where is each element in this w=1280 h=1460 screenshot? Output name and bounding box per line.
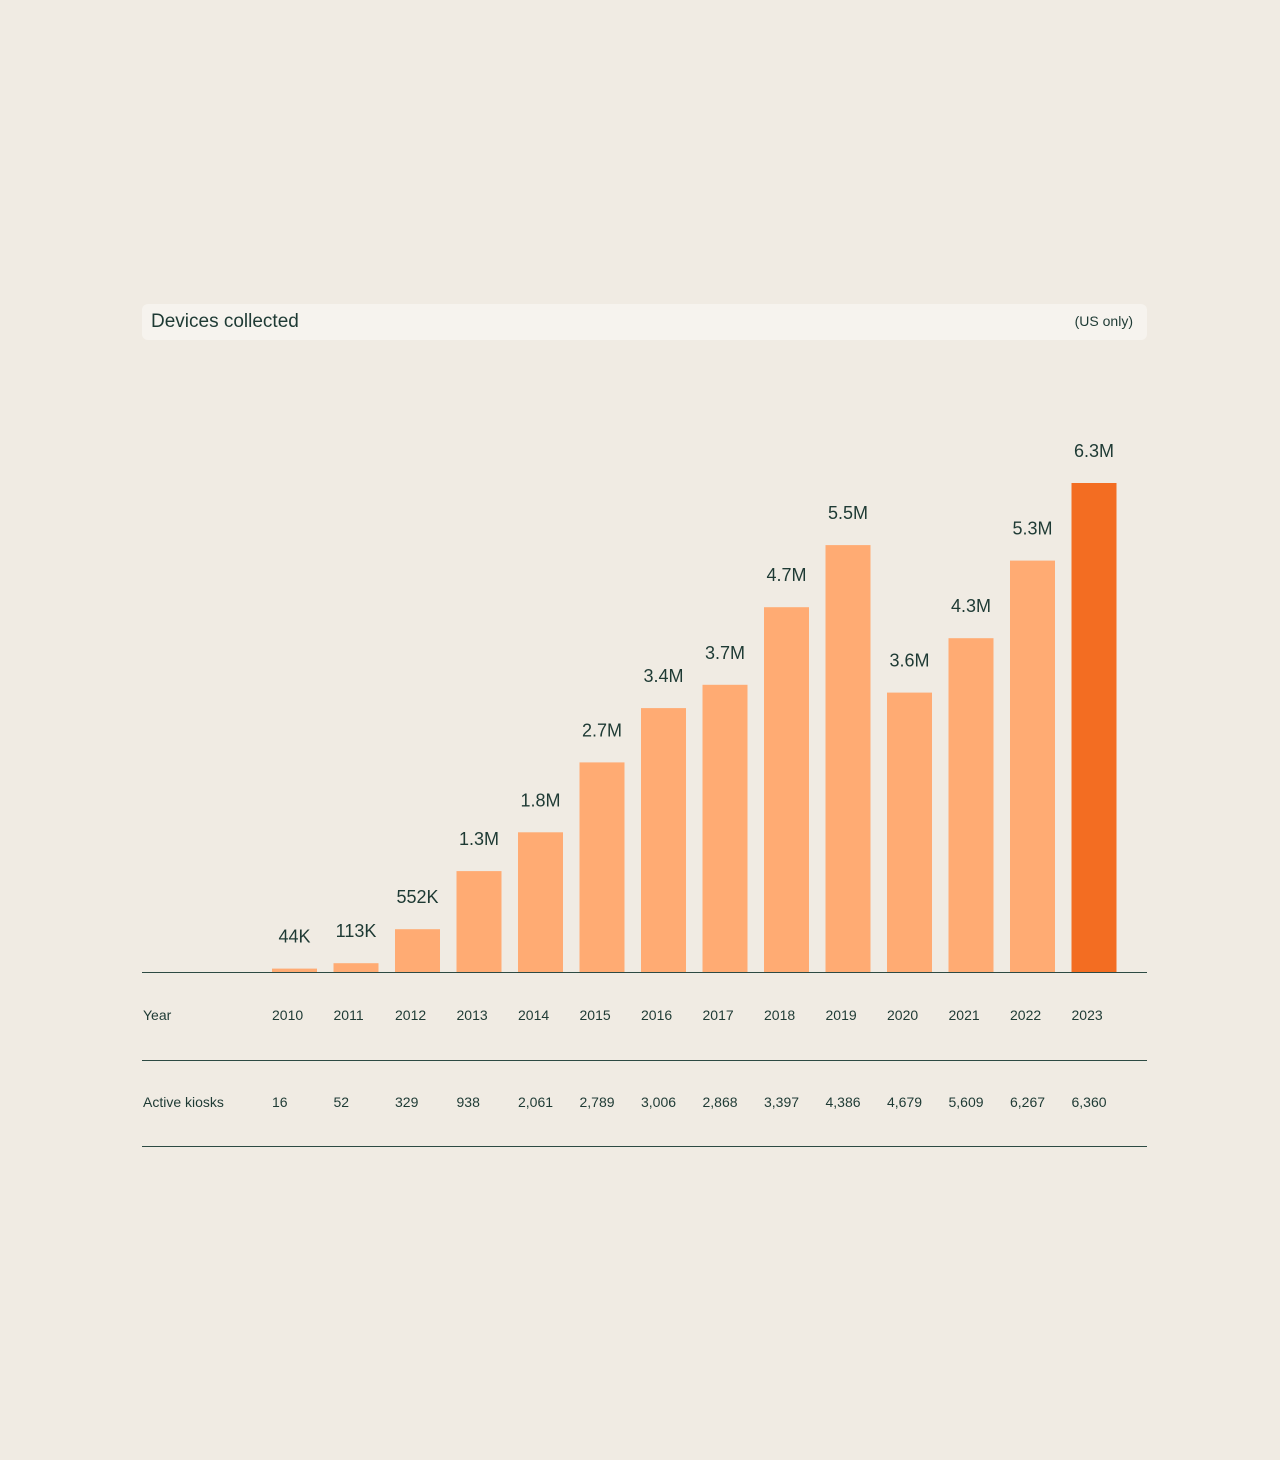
kiosks-cell-2012: 329 [395, 1094, 419, 1110]
kiosks-cell-2023: 6,360 [1071, 1094, 1107, 1110]
year-cell-2011: 2011 [333, 1007, 364, 1023]
bar-2015 [579, 762, 625, 972]
data-label-2020: 3.6M [889, 651, 929, 671]
year-cell-2013: 2013 [456, 1007, 488, 1023]
bar-2020 [887, 692, 932, 972]
bar-2017 [702, 684, 748, 972]
year-cell-2016: 2016 [641, 1007, 673, 1023]
kiosks-row-label: Active kiosks [143, 1094, 224, 1110]
kiosks-cell-2020: 4,679 [887, 1094, 923, 1110]
bar-2010 [272, 968, 317, 972]
year-cell-2018: 2018 [764, 1007, 796, 1023]
year-cell-2021: 2021 [948, 1007, 980, 1023]
data-label-2023: 6.3M [1074, 441, 1114, 461]
data-label-2013: 1.3M [459, 829, 499, 849]
data-label-2010: 44K [278, 927, 310, 947]
data-label-2016: 3.4M [643, 666, 683, 686]
kiosks-cell-2018: 3,397 [764, 1094, 800, 1110]
data-label-2017: 3.7M [705, 643, 745, 663]
chart-title: Devices collected [151, 311, 299, 332]
kiosks-cell-2019: 4,386 [825, 1094, 861, 1110]
kiosks-cell-2022: 6,267 [1010, 1094, 1046, 1110]
data-label-2011: 113K [336, 921, 377, 941]
chart-note: (US only) [1074, 313, 1133, 329]
kiosks-cell-2015: 2,789 [579, 1094, 615, 1110]
kiosks-cell-2021: 5,609 [948, 1094, 984, 1110]
year-cell-2015: 2015 [579, 1007, 611, 1023]
year-cell-2022: 2022 [1010, 1007, 1042, 1023]
year-cell-2020: 2020 [887, 1007, 919, 1023]
bar-2019 [825, 545, 871, 972]
year-cell-2014: 2014 [518, 1007, 550, 1023]
data-label-2012: 552K [396, 887, 438, 907]
kiosks-cell-2014: 2,061 [518, 1094, 554, 1110]
chart-header: Devices collected (US only) [142, 304, 1147, 340]
bar-2013 [456, 871, 502, 972]
kiosks-cell-2011: 52 [333, 1094, 350, 1110]
data-label-2015: 2.7M [582, 720, 622, 740]
kiosks-cell-2016: 3,006 [641, 1094, 677, 1110]
bar-2012 [395, 929, 440, 972]
bar-2016 [641, 708, 686, 972]
kiosks-cell-2017: 2,868 [702, 1094, 738, 1110]
bar-2018 [764, 607, 809, 972]
year-cell-2010: 2010 [272, 1007, 304, 1023]
data-label-2014: 1.8M [520, 790, 560, 810]
year-row-label: Year [143, 1007, 172, 1023]
year-cell-2023: 2023 [1071, 1007, 1103, 1023]
data-label-2018: 4.7M [766, 565, 806, 585]
year-cell-2017: 2017 [702, 1007, 734, 1023]
bar-2021 [948, 638, 994, 972]
bar-2023 [1071, 483, 1117, 972]
kiosks-cell-2013: 938 [456, 1094, 480, 1110]
data-label-2019: 5.5M [828, 503, 868, 523]
bar-2014 [518, 832, 563, 972]
bar-2011 [333, 963, 379, 972]
year-cell-2019: 2019 [825, 1007, 857, 1023]
bar-chart: 44K 113K 552K 1.3M 1.8M 2.7M 3.4M 3.7M 4.7M 5.5M 3… [142, 441, 1147, 973]
data-label-2021: 4.3M [951, 596, 991, 616]
kiosks-cell-2010: 16 [272, 1094, 288, 1110]
year-cell-2012: 2012 [395, 1007, 427, 1023]
table-divider [142, 1060, 1147, 1061]
data-label-2022: 5.3M [1012, 519, 1052, 539]
bar-2022 [1010, 560, 1055, 972]
table-bottom-rule [142, 1146, 1147, 1147]
